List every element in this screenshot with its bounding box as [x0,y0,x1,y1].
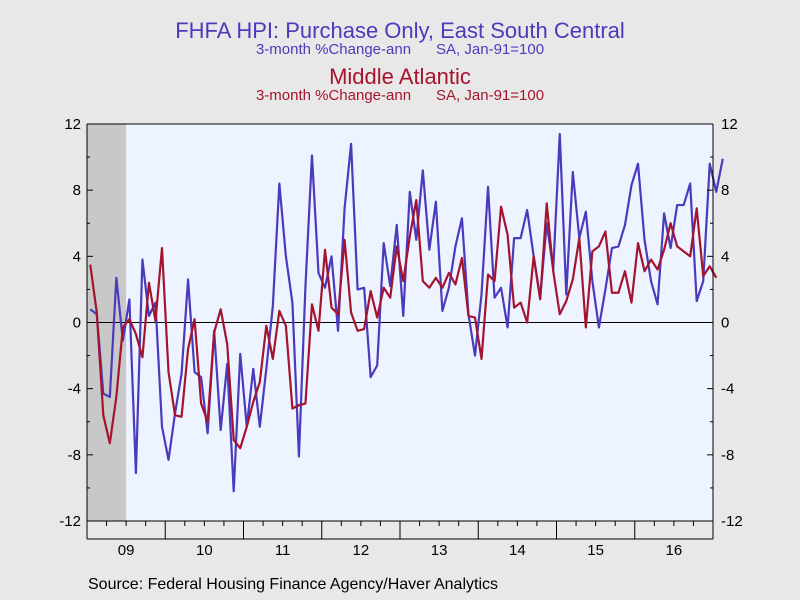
x-tick-label: 14 [509,542,526,559]
y-tick-label-left: 4 [73,248,81,265]
y-tick-label-right: 0 [721,315,729,332]
x-tick-label: 15 [587,542,604,559]
chart-title-series2: Middle Atlantic [329,64,471,89]
y-tick-label-left: 8 [73,182,81,199]
y-tick-label-left: -4 [68,381,81,398]
y-tick-label-right: -8 [721,447,734,464]
y-tick-label-left: -8 [68,447,81,464]
y-tick-label-right: 8 [721,182,729,199]
x-tick-label: 13 [431,542,448,559]
series-line-2 [89,198,718,450]
x-tick-label: 09 [118,542,135,559]
chart-title: FHFA HPI: Purchase Only, East South Cent… [175,18,625,43]
x-tick-label: 11 [275,542,291,559]
x-tick-label: 12 [353,542,370,559]
source-note: Source: Federal Housing Finance Agency/H… [88,576,498,593]
y-tick-label-left: 12 [64,116,81,133]
y-tick-label-right: -12 [721,513,743,530]
y-tick-label-left: 0 [73,315,81,332]
x-tick-label: 10 [196,542,213,559]
y-tick-label-right: 4 [721,248,729,265]
chart-subtitle-series2: 3-month %Change-ann SA, Jan-91=100 [255,87,545,104]
y-tick-label-left: -12 [59,513,81,530]
y-tick-label-right: 12 [721,116,738,133]
y-tick-label-right: -4 [721,381,734,398]
chart-subtitle-series1: 3-month %Change-ann SA, Jan-91=100 [255,41,545,58]
x-tick-label: 16 [666,542,683,559]
